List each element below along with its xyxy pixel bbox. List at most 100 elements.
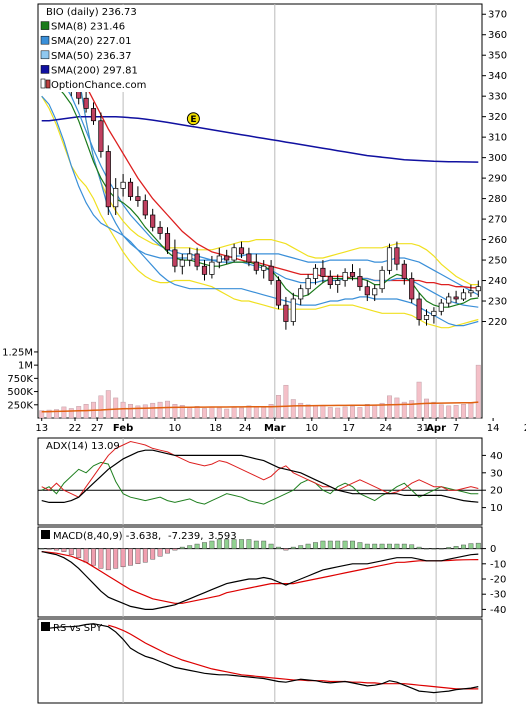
volume-bar [76,406,82,419]
volume-average-line [41,401,479,413]
candle-body [364,286,370,296]
candle [320,260,326,283]
volume-bar [231,407,237,419]
price-legend: BIO (daily) 236.73 SMA(8) 231.46 SMA(20) 2… [39,5,146,92]
x-tick-label: 22 [69,423,82,434]
candle [209,255,215,279]
macd-histogram-bar [91,548,96,566]
volume-bar [298,402,304,419]
candle [275,276,282,310]
candle [157,221,163,240]
macd-histogram-bar [305,543,311,549]
candle [431,307,437,324]
volume-bar [268,404,274,419]
candle [305,274,311,295]
x-tick-label: 27 [91,423,104,434]
candle-body [172,249,178,267]
x-tick-label: 10 [169,423,182,434]
volume-bar [453,405,459,419]
volume-tick-label: 500K [7,387,33,398]
price-tick-label: 250 [488,256,507,267]
candle-body [327,276,333,285]
legend-entry: OptionChance.com [51,80,146,91]
macd-histogram-bar [113,548,119,569]
candle-body [120,181,126,189]
candle [327,270,333,289]
candle-body [246,253,252,263]
macd-histogram-bar [424,548,429,550]
candle [164,227,171,254]
volume-bar [468,402,474,419]
x-tick-label: 31 [416,423,429,434]
macd-histogram-bar [105,548,111,571]
volume-bar [290,399,296,419]
plus-di-line [41,461,479,505]
candle-body [312,267,319,279]
candle [120,174,126,197]
adx-tick-label: 10 [490,503,503,514]
candle [475,280,481,297]
macd-histogram-bar [453,546,459,549]
price-tick-label: 340 [488,71,507,82]
candle [83,90,89,113]
volume-bar [216,407,222,419]
candle-body [335,280,341,285]
volume-bar [401,401,407,419]
rs-average-line [108,624,479,690]
candle-body [253,261,259,271]
rs-title: RS vs SPY [53,623,103,634]
price-tick-label: 330 [488,92,507,103]
candle [438,298,444,316]
volume-bar [172,404,178,419]
candle [150,208,156,232]
volume-bar [387,395,392,419]
volume-bar [261,407,267,419]
candle-body [283,304,289,322]
macd-histogram-bar [231,539,237,549]
candle-body [201,265,208,275]
price-tick-label: 370 [488,10,507,21]
price-tick-label: 290 [488,174,507,185]
candle-body [423,315,430,320]
candle-body [305,278,311,290]
volume-bar [372,405,378,419]
candle-body [209,261,215,275]
rs-line [41,623,479,694]
macd-histogram-bar [239,539,244,549]
macd-histogram-bar [416,546,422,549]
candle [142,194,148,220]
candle [261,260,267,279]
legend-entry: SMA(200) 297.81 [51,65,138,76]
candle [298,284,304,306]
volume-bar [46,409,52,419]
earnings-marker-label: E [190,115,196,125]
volume-bar [283,384,289,419]
volume-tick-label: 1.25M [2,347,33,358]
candle-body [90,108,97,122]
macd-line [41,551,479,611]
macd-histogram-bar [83,548,89,563]
macd-histogram-bar [283,548,289,551]
candle-body [349,272,356,277]
volume-bar [105,390,111,419]
macd-histogram-bar [135,548,141,564]
price-tick-label: 240 [488,276,507,287]
volume-bar [61,406,67,419]
candle-body [157,226,163,234]
candle-body [409,278,415,300]
sma20-band-lower-line [41,95,479,327]
candle-body [438,302,444,312]
macd-histogram-bar [202,542,207,549]
macd-histogram-bar [431,548,437,550]
volume-bar [327,407,333,419]
macd-histogram-bar [98,548,104,569]
candle-body [231,247,237,261]
macd-legend-box [41,530,50,539]
volume-bar [194,406,200,419]
macd-histogram-bar [261,540,267,549]
volume-tick-label: 250K [7,400,33,411]
price-tick-label: 320 [488,112,507,123]
candle [90,102,97,125]
volume-bar [179,405,185,419]
macd-histogram-bar [446,547,452,549]
